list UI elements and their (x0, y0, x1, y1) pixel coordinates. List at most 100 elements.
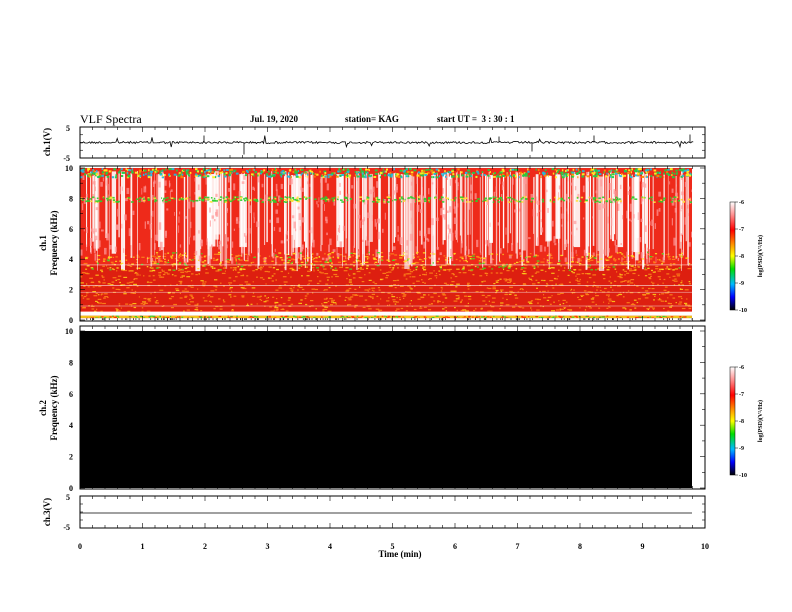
low-band-speckle (309, 268, 311, 270)
spike-mark (588, 318, 589, 320)
low-band-speckle (464, 295, 467, 297)
low-band-speckle (134, 272, 139, 274)
low-band-speckle (97, 259, 99, 261)
mid-speckle (694, 264, 696, 265)
band-top (154, 170, 158, 173)
low-band-speckle (619, 277, 623, 279)
haze-speckle (241, 246, 244, 254)
low-band-speckle (475, 291, 479, 293)
band-top (630, 168, 632, 171)
band-top (518, 173, 521, 176)
freq-tick-label: 6 (69, 225, 73, 234)
low-band-speckle (688, 281, 691, 283)
lowest-band-speckle (475, 316, 478, 318)
low-band-speckle (636, 285, 639, 287)
haze-speckle (539, 209, 542, 212)
mid-speckle (363, 261, 367, 264)
low-band-speckle (262, 266, 264, 268)
haze-speckle (226, 244, 228, 249)
band-top (623, 174, 626, 177)
haze-speckle (426, 237, 429, 241)
band-top (272, 174, 276, 177)
haze-speckle (299, 226, 301, 231)
low-band-speckle (692, 299, 695, 300)
band-8khz (344, 196, 346, 199)
lowest-band-speckle (248, 317, 251, 319)
band-top (161, 174, 164, 177)
low-band-speckle (386, 300, 390, 302)
low-band-speckle (565, 301, 568, 303)
low-band-speckle (620, 262, 624, 264)
haze-speckle (358, 251, 360, 254)
low-band-speckle (324, 289, 328, 291)
lowest-band-speckle (361, 315, 364, 317)
band-top (555, 172, 557, 175)
band-top (422, 170, 426, 173)
low-band-speckle (537, 302, 539, 304)
band-top (694, 172, 696, 174)
lowest-band-speckle (170, 315, 172, 317)
low-band-speckle (228, 294, 232, 296)
low-band-speckle (522, 289, 524, 291)
mid-speckle (235, 258, 237, 260)
band-8khz (362, 200, 365, 203)
low-band-speckle (667, 310, 670, 312)
low-band-speckle (331, 301, 334, 303)
low-band-speckle (308, 282, 310, 285)
low-band-speckle (243, 253, 248, 255)
band-8khz (615, 198, 619, 201)
low-band-speckle (150, 293, 152, 295)
haze-speckle (691, 189, 692, 193)
low-band-speckle (657, 283, 659, 286)
low-band-speckle (129, 265, 133, 267)
sferic-streak (567, 173, 570, 269)
low-band-speckle (557, 293, 561, 295)
lowest-band-speckle (140, 315, 143, 317)
mid-speckle (616, 252, 619, 254)
haze-speckle (628, 186, 631, 190)
low-band-speckle (688, 283, 691, 285)
low-band-speckle (629, 292, 634, 294)
mid-speckle (327, 254, 330, 256)
haze-speckle (681, 191, 684, 196)
mid-speckle (651, 269, 653, 272)
band-top (468, 169, 471, 172)
band-top (103, 169, 105, 172)
haze-speckle (461, 190, 464, 194)
low-band-speckle (650, 275, 652, 277)
haze-speckle (488, 175, 491, 179)
low-band-speckle (184, 271, 186, 273)
spike-mark (401, 318, 402, 320)
band-8khz (462, 197, 466, 200)
low-band-speckle (573, 289, 575, 291)
haze-speckle (689, 197, 692, 205)
haze-speckle (626, 210, 628, 219)
band-top (457, 174, 460, 177)
lowest-band-speckle (538, 317, 541, 319)
band-8khz (336, 198, 339, 201)
band-8khz (288, 196, 291, 198)
haze-speckle (141, 197, 144, 202)
band-top (557, 168, 560, 171)
mid-speckle (496, 253, 498, 256)
mid-speckle (672, 269, 675, 271)
low-band-speckle (624, 274, 626, 276)
haze-speckle (102, 177, 105, 182)
ch3-ytick-bottom: -5 (63, 523, 70, 532)
band-top (621, 173, 623, 175)
mid-speckle (184, 252, 187, 254)
haze-speckle (179, 211, 181, 215)
band-top (148, 169, 150, 172)
band-top (131, 171, 134, 174)
low-band-speckle (357, 257, 359, 259)
low-band-speckle (686, 298, 688, 300)
low-band-speckle (183, 310, 185, 312)
haze-speckle (382, 228, 384, 233)
spike-mark (172, 318, 174, 320)
band-top (114, 176, 118, 179)
haze-speckle (211, 244, 213, 248)
band-top (612, 173, 615, 176)
band-top (217, 168, 220, 171)
haze-speckle (429, 257, 432, 260)
haze-speckle (300, 186, 302, 191)
